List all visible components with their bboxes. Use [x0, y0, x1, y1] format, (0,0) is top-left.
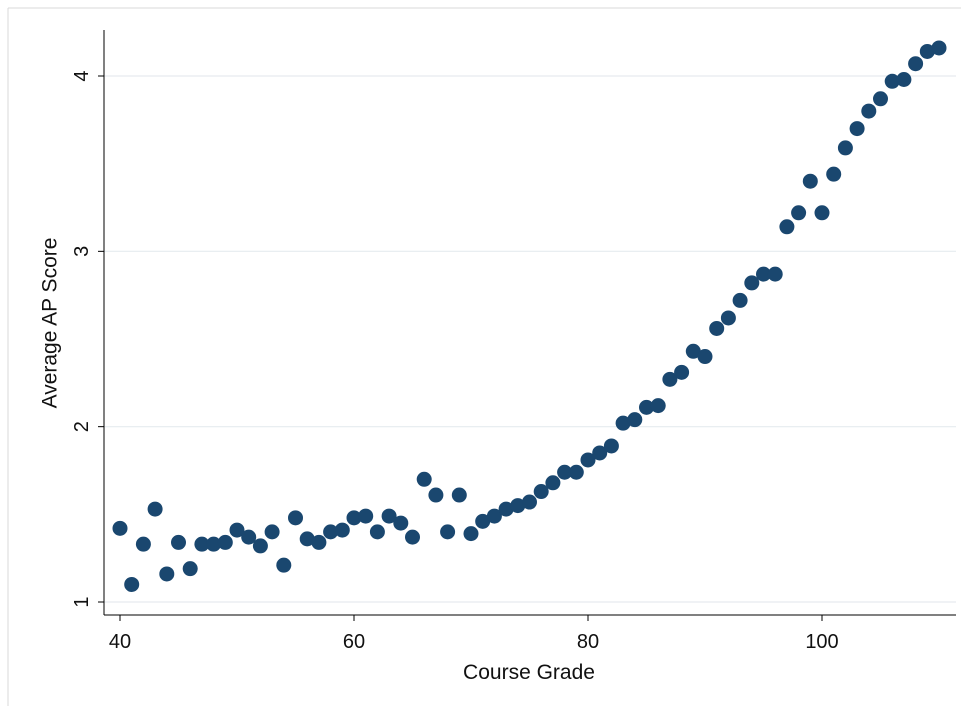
data-point — [720, 310, 736, 326]
data-point — [650, 398, 666, 414]
data-point — [674, 364, 690, 380]
data-point — [405, 529, 420, 545]
data-point — [463, 526, 479, 542]
data-point — [346, 510, 362, 526]
data-point — [861, 103, 877, 119]
data-point — [779, 219, 795, 235]
data-point — [837, 140, 853, 156]
data-point — [615, 415, 631, 431]
data-point — [580, 452, 596, 468]
data-point — [592, 445, 608, 461]
data-point — [908, 56, 924, 72]
data-point — [252, 538, 268, 554]
data-point — [358, 508, 374, 524]
data-point — [697, 349, 713, 365]
x-tick-label: 40 — [109, 631, 131, 653]
data-point — [451, 487, 467, 503]
data-point — [323, 524, 339, 540]
data-point — [206, 536, 222, 552]
x-tick-label: 100 — [805, 631, 838, 653]
data-point — [498, 501, 514, 517]
data-point — [381, 508, 397, 524]
y-tick-label: 3 — [71, 246, 93, 257]
x-tick-label: 60 — [343, 631, 365, 653]
data-point — [896, 72, 912, 88]
data-point — [171, 534, 186, 550]
data-point — [299, 531, 315, 547]
data-point — [603, 438, 619, 454]
x-tick-label: 80 — [577, 631, 599, 653]
data-point — [276, 557, 292, 573]
data-point — [486, 508, 502, 524]
data-point — [440, 524, 456, 540]
data-point — [416, 471, 432, 487]
data-point — [522, 494, 537, 510]
data-point — [884, 73, 900, 89]
data-point — [112, 520, 128, 536]
data-point — [685, 343, 701, 359]
data-point — [919, 43, 935, 59]
y-tick-label: 1 — [71, 596, 93, 607]
data-point — [873, 91, 888, 107]
y-tick-label: 4 — [71, 70, 93, 81]
data-point — [393, 515, 409, 531]
data-point — [802, 173, 818, 189]
data-point — [791, 205, 807, 221]
data-point — [557, 464, 573, 480]
data-point — [662, 371, 678, 387]
data-point — [849, 121, 865, 137]
data-point — [217, 534, 233, 550]
y-tick-label: 2 — [71, 421, 93, 432]
data-point — [767, 266, 783, 282]
data-point — [147, 501, 163, 517]
data-point — [475, 513, 491, 529]
data-point — [627, 412, 643, 428]
data-point — [264, 524, 280, 540]
data-point — [744, 275, 760, 291]
data-point — [931, 40, 947, 56]
data-point — [756, 266, 771, 282]
data-point — [639, 399, 654, 415]
data-point — [194, 536, 210, 552]
data-point — [135, 536, 151, 552]
data-point — [241, 529, 257, 545]
data-point — [311, 534, 327, 550]
data-point — [568, 464, 584, 480]
data-point — [159, 566, 175, 582]
data-point — [288, 510, 303, 526]
data-point — [814, 205, 830, 221]
y-axis-title: Average AP Score — [39, 238, 62, 409]
data-point — [229, 522, 245, 538]
data-point — [124, 576, 140, 592]
data-point — [428, 487, 444, 503]
data-point — [826, 166, 842, 182]
data-point — [369, 524, 385, 540]
data-point — [182, 561, 198, 577]
data-point — [545, 475, 561, 491]
x-axis-title: Course Grade — [463, 661, 595, 684]
data-point — [510, 498, 526, 514]
data-point — [709, 320, 725, 336]
data-point — [732, 292, 748, 308]
data-point — [334, 522, 350, 538]
data-point — [533, 484, 549, 500]
